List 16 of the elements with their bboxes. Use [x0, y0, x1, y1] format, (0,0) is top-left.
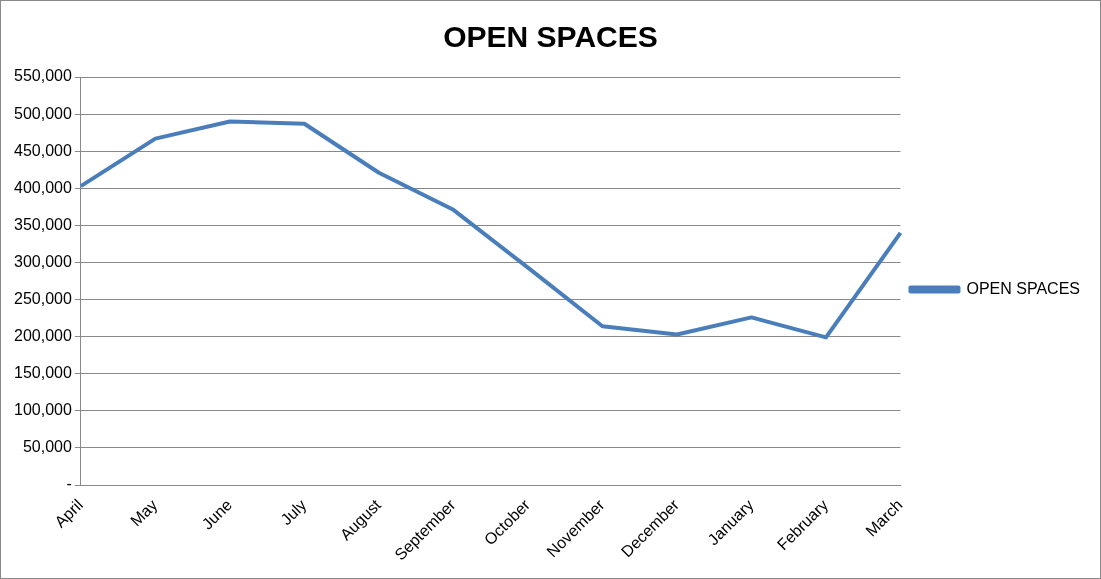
- y-tick-label: 350,000: [13, 215, 72, 233]
- y-tick-label: 550,000: [13, 67, 72, 85]
- x-tick-label: July: [277, 496, 310, 529]
- y-tick-label: 400,000: [13, 178, 72, 196]
- x-tick-label: May: [127, 496, 161, 530]
- legend-label: OPEN SPACES: [966, 279, 1080, 297]
- y-tick-label: 450,000: [13, 141, 72, 159]
- y-tick-label: -: [66, 475, 72, 493]
- y-tick-label: 150,000: [13, 364, 72, 382]
- y-tick-label: 500,000: [13, 104, 72, 122]
- y-tick-label: 200,000: [13, 327, 72, 345]
- chart-title: OPEN SPACES: [443, 20, 658, 54]
- y-tick-label: 50,000: [22, 438, 72, 456]
- y-tick-label: 250,000: [13, 290, 72, 307]
- y-tick-label: 300,000: [13, 252, 72, 270]
- y-tick-label: 100,000: [13, 401, 72, 419]
